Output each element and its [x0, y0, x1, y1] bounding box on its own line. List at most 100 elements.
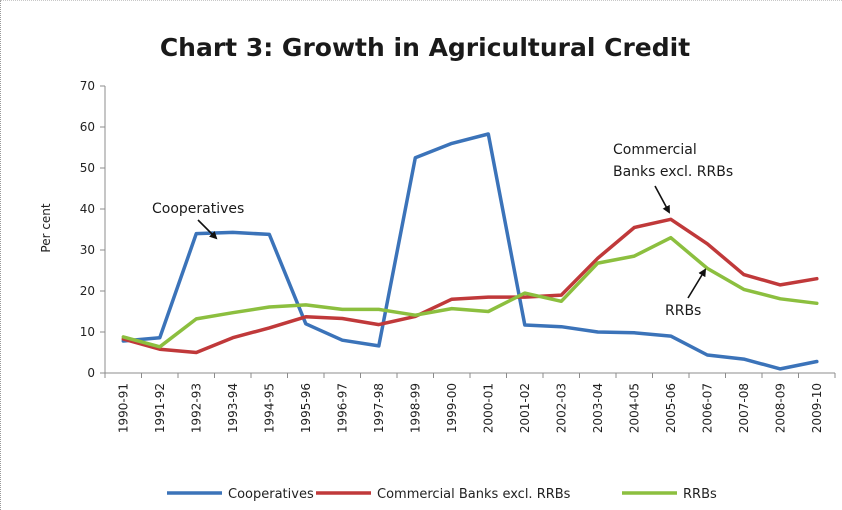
data-point-commercial-banks-excl-rrbs: [268, 326, 271, 330]
data-point-rrbs: [414, 314, 417, 317]
data-point-cooperatives: [487, 132, 490, 136]
annotation-rrbs: RRBs: [665, 303, 701, 319]
data-point-rrbs: [560, 300, 563, 303]
data-point-rrbs: [304, 303, 307, 307]
legend-item-commercial-banks: Commercial Banks excl. RRBs: [316, 487, 571, 502]
data-point-cooperatives: [377, 344, 380, 348]
legend: Cooperatives Commercial Banks excl. RRBs…: [167, 487, 717, 502]
series-line-commercial-banks-excl-rrbs: [121, 217, 819, 355]
data-point-cooperatives: [341, 339, 344, 342]
y-axis: 0 10 20 30 40 50 60 70: [80, 79, 106, 380]
data-point-rrbs: [122, 335, 125, 339]
data-point-rrbs: [742, 288, 745, 291]
x-tick-label: 2004-05: [627, 383, 641, 433]
data-point-commercial-banks-excl-rrbs: [779, 283, 782, 287]
legend-label-cooperatives: Cooperatives: [228, 487, 314, 502]
data-point-rrbs: [450, 307, 453, 310]
data-point-rrbs: [815, 302, 818, 305]
data-point-commercial-banks-excl-rrbs: [523, 295, 526, 299]
data-point-commercial-banks-excl-rrbs: [195, 351, 198, 354]
data-point-commercial-banks-excl-rrbs: [706, 242, 709, 245]
x-tick-label: 2009-10: [810, 383, 824, 433]
legend-label-rrbs: RRBs: [683, 487, 717, 502]
data-point-cooperatives: [268, 233, 271, 236]
x-tick-label: 2001-02: [518, 383, 532, 433]
data-point-rrbs: [523, 291, 526, 295]
x-tick-label: 2008-09: [773, 383, 787, 433]
x-tick-label: 2007-08: [737, 383, 751, 433]
x-axis: 1990-91 1991-92 1992-93 1993-94 1994-95 1995-…: [104, 372, 836, 433]
data-point-cooperatives: [523, 323, 526, 327]
annotation-rrbs-arrow: [687, 268, 707, 299]
annotation-cooperatives: Cooperatives: [152, 201, 244, 217]
x-tick-label: 2002-03: [554, 383, 568, 433]
x-tick-label: 1995-96: [299, 383, 313, 433]
data-point-cooperatives: [633, 331, 636, 334]
x-tick-label: 1996-97: [335, 383, 349, 433]
y-tick-label: 10: [80, 325, 95, 339]
data-point-commercial-banks-excl-rrbs: [596, 257, 599, 260]
data-point-cooperatives: [450, 142, 453, 145]
series-line-rrbs: [121, 235, 819, 349]
x-tick-label: 2006-07: [700, 383, 714, 433]
annotation-commercial-line1: Commercial: [613, 142, 697, 158]
data-point-commercial-banks-excl-rrbs: [742, 273, 745, 276]
data-point-cooperatives: [742, 357, 745, 361]
annotation-commercial-arrow: [654, 185, 670, 214]
data-point-commercial-banks-excl-rrbs: [304, 315, 307, 318]
data-point-commercial-banks-excl-rrbs: [158, 348, 161, 351]
x-tick-label: 1994-95: [262, 383, 276, 433]
y-tick-label: 50: [80, 161, 95, 175]
data-point-cooperatives: [596, 330, 599, 334]
data-point-rrbs: [268, 305, 271, 309]
x-tick-label: 1999-00: [445, 383, 459, 433]
annotation-commercial-line2: Banks excl. RRBs: [613, 164, 733, 180]
data-point-cooperatives: [231, 231, 234, 234]
x-tick-label: 1993-94: [226, 383, 240, 433]
x-tick-label: 2000-01: [481, 383, 495, 433]
data-point-rrbs: [158, 345, 161, 348]
data-point-rrbs: [231, 311, 234, 314]
data-point-commercial-banks-excl-rrbs: [633, 226, 636, 229]
data-point-rrbs: [195, 317, 198, 321]
data-point-cooperatives: [815, 360, 818, 363]
legend-item-rrbs: RRBs: [622, 487, 717, 502]
data-point-commercial-banks-excl-rrbs: [815, 277, 818, 280]
data-point-rrbs: [596, 261, 599, 265]
data-point-cooperatives: [560, 325, 563, 328]
y-tick-label: 40: [80, 202, 95, 216]
x-tick-label: 2003-04: [591, 383, 605, 433]
y-tick-label: 70: [80, 79, 95, 93]
data-point-cooperatives: [195, 232, 198, 235]
data-point-rrbs: [633, 254, 636, 258]
data-point-rrbs: [377, 308, 380, 311]
x-tick-label: 1998-99: [408, 383, 422, 433]
data-point-rrbs: [487, 310, 490, 313]
x-tick-label: 2005-06: [664, 383, 678, 433]
data-point-commercial-banks-excl-rrbs: [669, 218, 672, 221]
x-tick-label: 1992-93: [189, 383, 203, 433]
x-tick-label: 1990-91: [116, 383, 130, 433]
data-point-commercial-banks-excl-rrbs: [231, 336, 234, 339]
x-tick-label: 1991-92: [153, 383, 167, 433]
data-point-commercial-banks-excl-rrbs: [377, 323, 380, 326]
series-line-cooperatives: [121, 132, 819, 371]
y-tick-label: 20: [80, 284, 95, 298]
x-tick-label: 1997-98: [372, 383, 386, 433]
annotation-cooperatives-arrow: [197, 219, 218, 240]
data-point-cooperatives: [414, 156, 417, 159]
data-point-cooperatives: [669, 334, 672, 338]
legend-label-commercial-banks: Commercial Banks excl. RRBs: [377, 487, 571, 502]
y-tick-label: 60: [80, 120, 95, 134]
annotations: Cooperatives Commercial Banks excl. RRBs…: [152, 142, 733, 319]
data-point-rrbs: [341, 308, 344, 311]
data-point-cooperatives: [779, 367, 782, 371]
data-point-commercial-banks-excl-rrbs: [341, 317, 344, 320]
legend-item-cooperatives: Cooperatives: [167, 487, 314, 502]
data-point-commercial-banks-excl-rrbs: [487, 295, 490, 299]
data-point-rrbs: [669, 236, 672, 239]
data-point-commercial-banks-excl-rrbs: [450, 298, 453, 301]
data-point-commercial-banks-excl-rrbs: [560, 293, 563, 297]
